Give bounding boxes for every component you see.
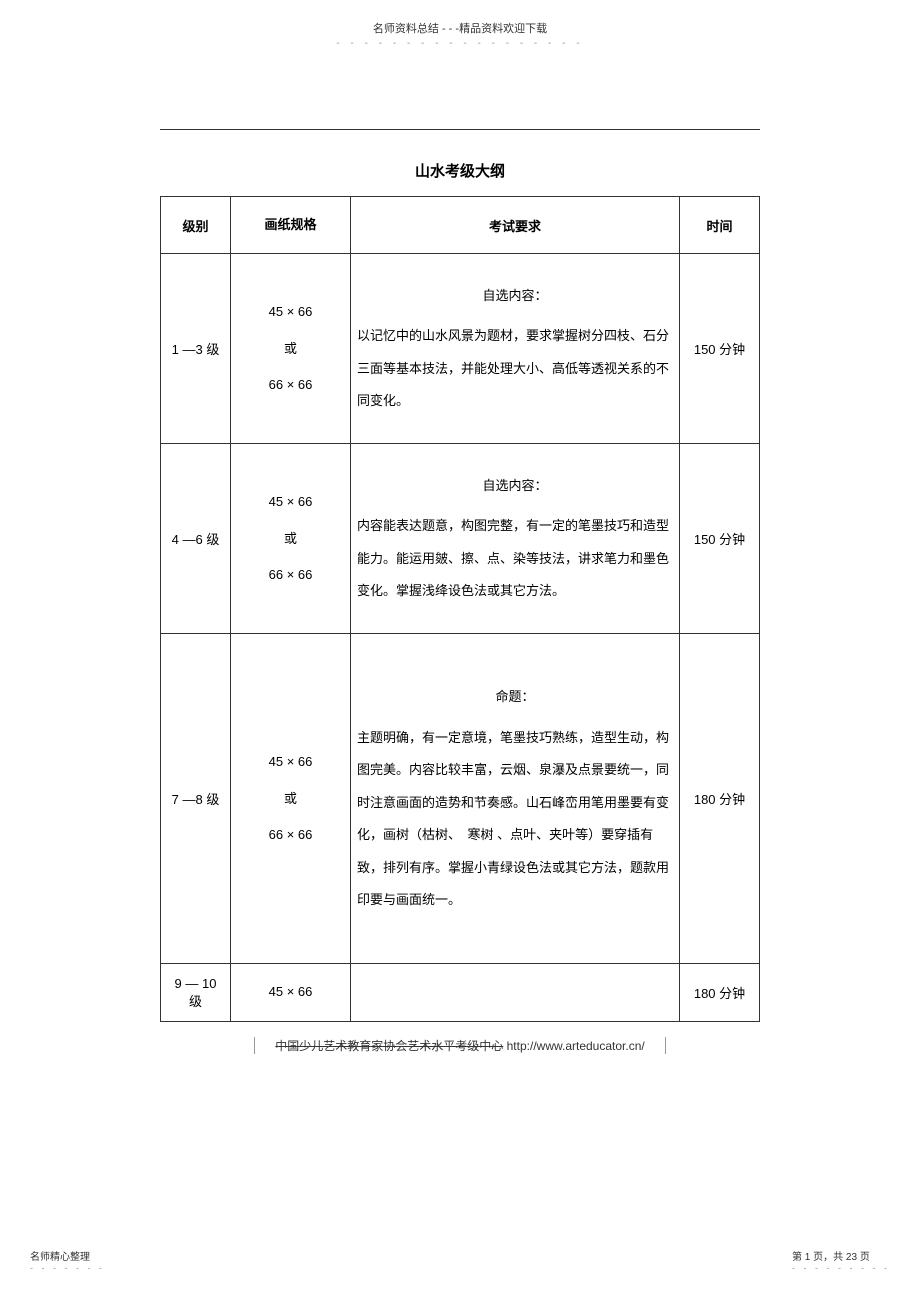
cell-size: 45 × 66 — [231, 964, 351, 1021]
table-row: 4 —6 级 45 × 66 或 66 × 66 自选内容： 内容能表达题意，构… — [161, 444, 760, 634]
bottom-left-dots: - - - - - - - — [30, 1263, 105, 1273]
req-body: 内容能表达题意，构图完整，有一定的笔墨技巧和造型能力。能运用皴、擦、点、染等技法… — [357, 518, 669, 598]
cell-req — [351, 964, 680, 1021]
req-body: 以记忆中的山水风景为题材，要求掌握树分四枝、石分三面等基本技法，并能处理大小、高… — [357, 328, 669, 408]
footer-link-url: http://www.arteducator.cn/ — [503, 1039, 644, 1053]
size-line: 45 × 66 — [269, 984, 313, 999]
cell-time: 150 分钟 — [680, 444, 760, 634]
cell-size: 45 × 66 或 66 × 66 — [231, 254, 351, 444]
table-row: 7 —8 级 45 × 66 或 66 × 66 命题： 主题明确，有一定意境，… — [161, 634, 760, 964]
cell-level: 1 —3 级 — [161, 254, 231, 444]
size-line: 66 × 66 — [239, 557, 342, 593]
size-line: 66 × 66 — [239, 367, 342, 403]
size-line: 或 — [239, 521, 342, 557]
bottom-left-text: 名师精心整理 — [30, 1248, 105, 1263]
page-header: 名师资料总结 - - -精品资料欢迎下载 - - - - - - - - - -… — [0, 0, 920, 49]
cell-req: 命题： 主题明确，有一定意境，笔墨技巧熟练，造型生动，构图完美。内容比较丰富，云… — [351, 634, 680, 964]
table-row: 1 —3 级 45 × 66 或 66 × 66 自选内容： 以记忆中的山水风景… — [161, 254, 760, 444]
size-line: 或 — [239, 781, 342, 817]
cell-time: 180 分钟 — [680, 964, 760, 1021]
size-line: 或 — [239, 331, 342, 367]
header-dots: - - - - - - - - - - - - - - - - - - — [0, 38, 920, 49]
cell-req: 自选内容： 内容能表达题意，构图完整，有一定的笔墨技巧和造型能力。能运用皴、擦、… — [351, 444, 680, 634]
bottom-right-note: 第 1 页，共 23 页 - - - - - - - - - — [792, 1248, 890, 1273]
footer-link: 中国少儿艺术教育家协会艺术水平考级中心 http://www.arteducat… — [254, 1037, 665, 1054]
cell-size: 45 × 66 或 66 × 66 — [231, 444, 351, 634]
cell-req: 自选内容： 以记忆中的山水风景为题材，要求掌握树分四枝、石分三面等基本技法，并能… — [351, 254, 680, 444]
cell-level: 7 —8 级 — [161, 634, 231, 964]
content-wrapper: 山水考级大纲 级别 画纸规格 考试要求 时间 1 —3 级 45 × 66 或 … — [160, 129, 760, 1055]
cell-time: 150 分钟 — [680, 254, 760, 444]
document-title: 山水考级大纲 — [160, 160, 760, 181]
col-header-size: 画纸规格 — [231, 197, 351, 254]
size-line: 45 × 66 — [239, 294, 342, 330]
req-body: 主题明确，有一定意境，笔墨技巧熟练，造型生动，构图完美。内容比较丰富，云烟、泉瀑… — [357, 730, 669, 908]
table-header-row: 级别 画纸规格 考试要求 时间 — [161, 197, 760, 254]
header-text: 名师资料总结 - - -精品资料欢迎下载 — [0, 20, 920, 36]
footer-link-prefix: 中国少儿艺术教育家协会艺术水平考级中心 — [275, 1039, 503, 1053]
cell-level: 4 —6 级 — [161, 444, 231, 634]
bottom-right-text: 第 1 页，共 23 页 — [792, 1248, 890, 1263]
cell-level: 9 — 10级 — [161, 964, 231, 1021]
req-heading: 命题： — [357, 681, 673, 714]
size-line: 66 × 66 — [239, 817, 342, 853]
size-line: 45 × 66 — [239, 484, 342, 520]
syllabus-table: 级别 画纸规格 考试要求 时间 1 —3 级 45 × 66 或 66 × 66… — [160, 196, 760, 1022]
cell-size: 45 × 66 或 66 × 66 — [231, 634, 351, 964]
req-heading: 自选内容： — [357, 470, 673, 503]
col-header-level: 级别 — [161, 197, 231, 254]
bottom-right-dots: - - - - - - - - - — [792, 1263, 890, 1273]
col-header-req: 考试要求 — [351, 197, 680, 254]
col-header-time: 时间 — [680, 197, 760, 254]
bottom-left-note: 名师精心整理 - - - - - - - — [30, 1248, 105, 1273]
size-line: 45 × 66 — [239, 744, 342, 780]
req-heading: 自选内容： — [357, 280, 673, 313]
cell-time: 180 分钟 — [680, 634, 760, 964]
table-row: 9 — 10级 45 × 66 180 分钟 — [161, 964, 760, 1021]
footer-link-wrap: 中国少儿艺术教育家协会艺术水平考级中心 http://www.arteducat… — [160, 1022, 760, 1055]
